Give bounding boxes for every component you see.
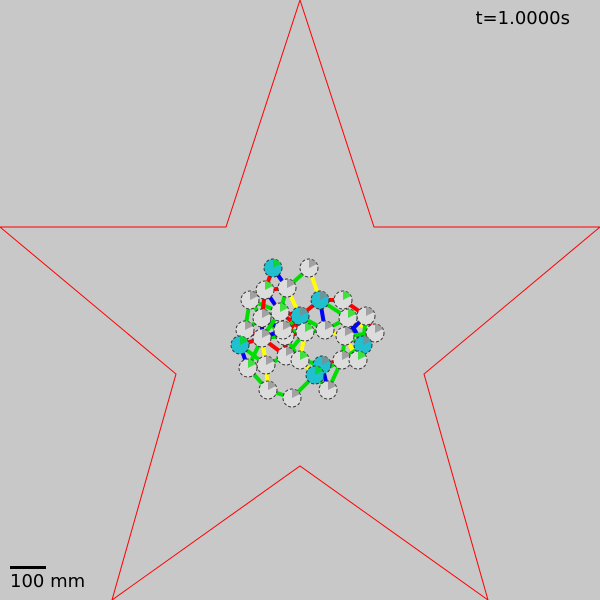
particle <box>356 306 376 326</box>
particle <box>299 258 319 278</box>
particle <box>332 350 352 370</box>
particle <box>276 346 296 366</box>
particle <box>240 290 260 310</box>
particle <box>365 323 385 343</box>
particle <box>230 335 250 355</box>
particle <box>290 350 310 370</box>
particle <box>335 326 355 346</box>
particle <box>290 306 310 326</box>
particle <box>318 380 338 400</box>
particle <box>277 278 297 298</box>
particle <box>252 328 272 348</box>
particle <box>258 380 278 400</box>
particle <box>256 355 276 375</box>
particle <box>315 320 335 340</box>
particle <box>282 388 302 408</box>
particle <box>295 322 315 342</box>
particle <box>333 290 353 310</box>
scale-bar-label: 100 mm <box>10 571 86 592</box>
particle <box>310 290 330 310</box>
particle <box>353 335 373 355</box>
time-readout: t=1.0000s <box>475 8 571 29</box>
particle-cluster <box>230 258 385 408</box>
particle <box>252 308 272 328</box>
particle <box>273 320 293 340</box>
particle <box>235 320 255 340</box>
particle <box>238 358 258 378</box>
particle <box>270 302 290 322</box>
scale-bar: 100 mm <box>10 566 85 592</box>
particle <box>338 308 358 328</box>
particle <box>263 258 283 278</box>
particle <box>255 280 275 300</box>
particle <box>348 350 368 370</box>
scale-bar-line <box>10 566 46 569</box>
particle <box>305 365 325 385</box>
